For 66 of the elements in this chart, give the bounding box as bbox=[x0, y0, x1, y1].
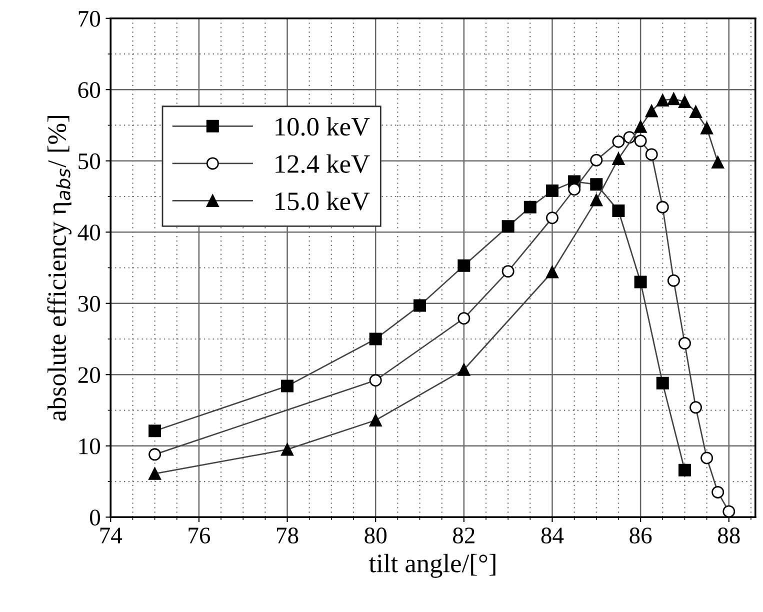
x-axis-title: tilt angle/[°] bbox=[369, 554, 496, 578]
x-tick-label: 80 bbox=[364, 528, 386, 544]
point bbox=[634, 134, 647, 148]
point bbox=[281, 380, 294, 392]
point bbox=[590, 194, 603, 206]
x-tick-label: 86 bbox=[630, 528, 652, 544]
point bbox=[700, 122, 714, 134]
point bbox=[414, 299, 426, 312]
y-tick-label: 20 bbox=[78, 367, 100, 384]
point bbox=[612, 204, 625, 217]
y-tick-label: 50 bbox=[78, 153, 100, 170]
point bbox=[645, 148, 658, 161]
point bbox=[590, 154, 603, 166]
point bbox=[667, 274, 680, 287]
y-tick-label: 60 bbox=[78, 82, 100, 98]
legend-label: 10.0 keV bbox=[276, 117, 370, 136]
point bbox=[590, 178, 603, 191]
point bbox=[369, 414, 382, 426]
x-tick-label: 88 bbox=[718, 528, 740, 544]
point bbox=[502, 220, 514, 233]
point bbox=[148, 424, 162, 438]
point bbox=[458, 259, 470, 272]
point bbox=[546, 266, 558, 278]
y-tick-label: 40 bbox=[78, 224, 100, 241]
point bbox=[678, 464, 691, 476]
point bbox=[369, 374, 382, 387]
y-tick-label: 30 bbox=[78, 296, 100, 312]
point bbox=[502, 265, 514, 278]
x-tick-label: 76 bbox=[188, 528, 210, 544]
point bbox=[148, 467, 162, 480]
point bbox=[369, 332, 382, 346]
x-tick-label: 82 bbox=[453, 528, 474, 544]
point bbox=[634, 120, 647, 133]
point bbox=[546, 184, 558, 198]
y-tick-label: 0 bbox=[90, 510, 100, 526]
point bbox=[458, 363, 470, 376]
point bbox=[712, 156, 724, 169]
point bbox=[656, 94, 669, 107]
point bbox=[667, 92, 680, 106]
point bbox=[678, 337, 691, 350]
legend-label: 12.4 keV bbox=[276, 154, 370, 174]
point bbox=[656, 200, 669, 214]
x-tick-label: 74 bbox=[100, 528, 122, 544]
x-tick-label: 84 bbox=[541, 528, 564, 544]
x-tick-label: 78 bbox=[277, 528, 298, 544]
point bbox=[656, 376, 669, 390]
point bbox=[148, 448, 162, 461]
point bbox=[690, 401, 702, 414]
y-tick-label: 70 bbox=[78, 10, 100, 27]
point bbox=[458, 312, 470, 325]
point bbox=[281, 443, 294, 456]
point bbox=[712, 486, 724, 498]
legend-label: 15.0 keV bbox=[276, 192, 370, 210]
point bbox=[546, 212, 558, 224]
point bbox=[722, 505, 736, 518]
point bbox=[612, 152, 625, 165]
y-tick-label: 10 bbox=[79, 438, 100, 454]
point bbox=[524, 200, 536, 214]
point bbox=[645, 104, 658, 118]
point bbox=[612, 135, 625, 148]
point bbox=[690, 105, 702, 118]
point bbox=[678, 95, 691, 108]
y-axis-title: absolute efficiency η$_{abs}$/ [%] bbox=[47, 116, 72, 421]
point bbox=[700, 452, 714, 464]
point bbox=[568, 183, 581, 196]
point bbox=[634, 276, 647, 288]
